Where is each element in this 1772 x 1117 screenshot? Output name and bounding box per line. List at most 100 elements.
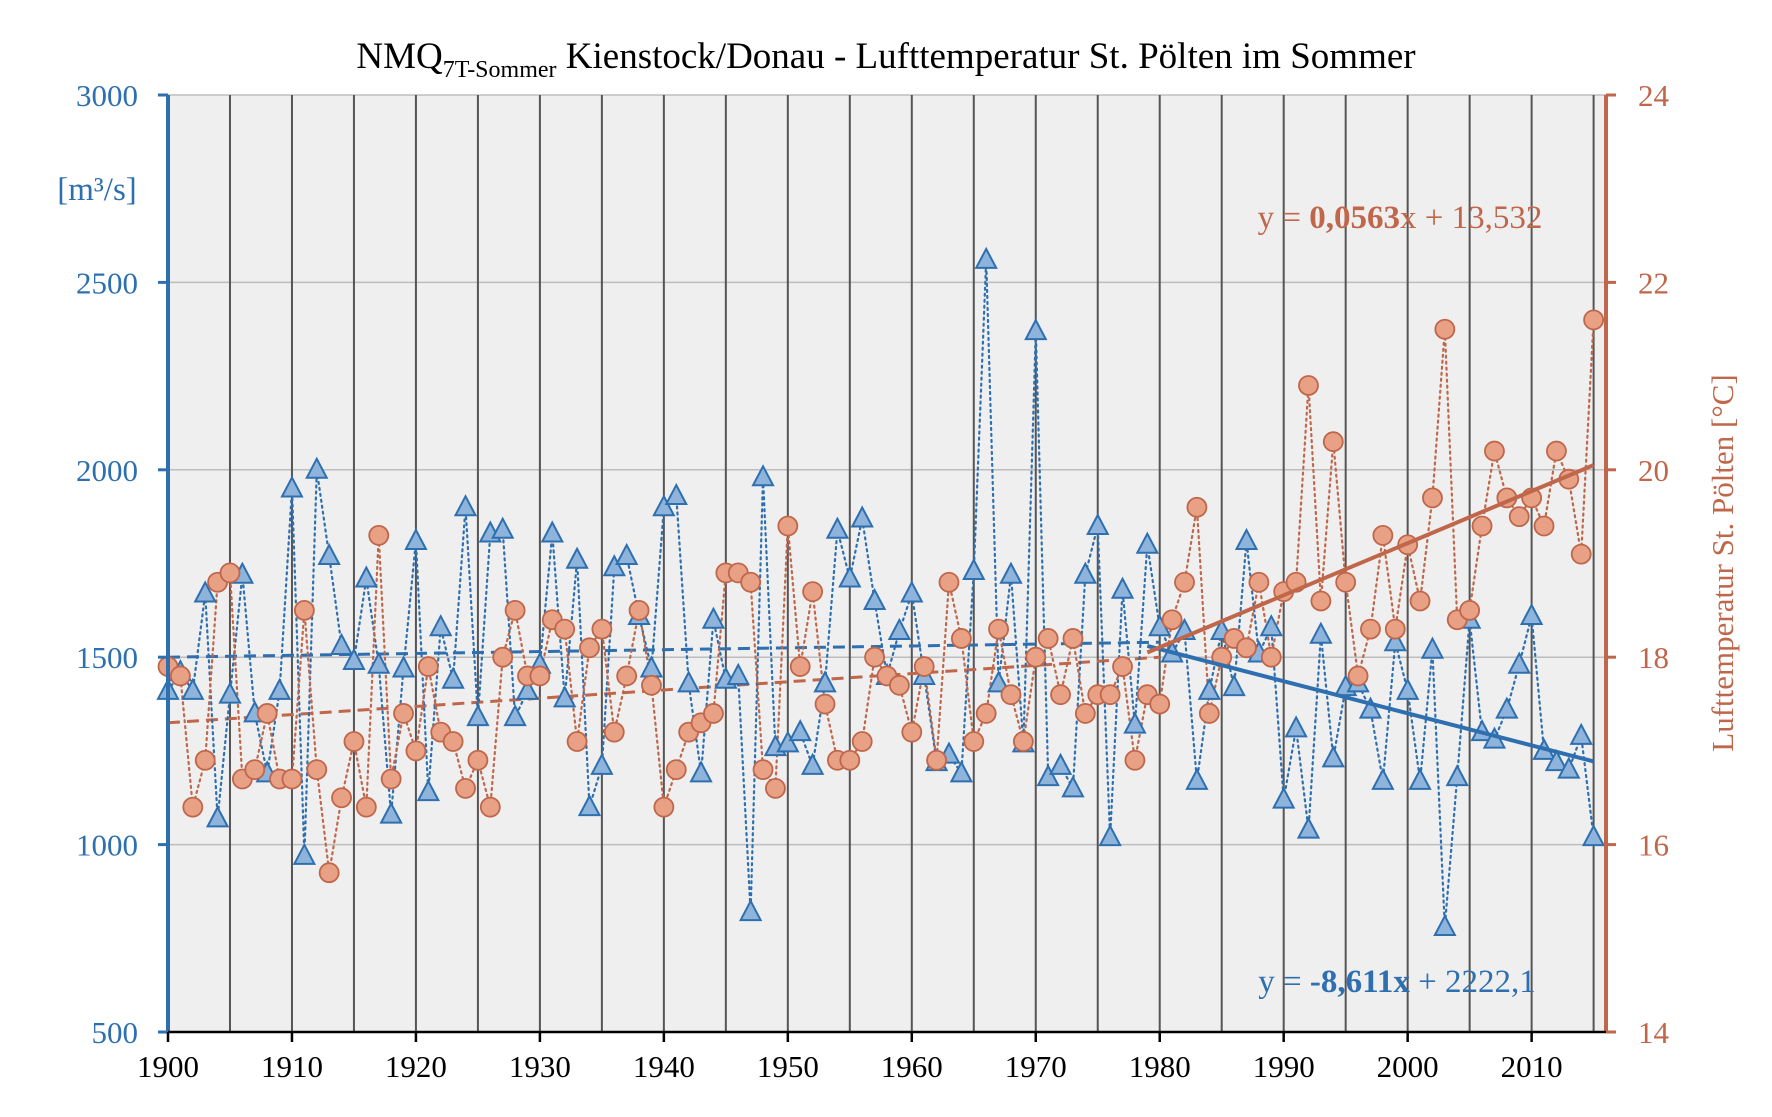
- flow-point: [751, 464, 775, 487]
- left-tick-label: 1000: [76, 828, 138, 863]
- chart-title-subscript: 7T-Sommer: [443, 57, 557, 83]
- flow-point: [391, 655, 416, 678]
- flow-point: [664, 482, 688, 506]
- temperature-point: [591, 618, 613, 640]
- flow-point: [218, 681, 242, 704]
- flow-point: [1495, 696, 1519, 719]
- flow-point: [1544, 748, 1569, 772]
- temperature-point: [1161, 609, 1183, 631]
- flow-point: [1123, 711, 1147, 734]
- trendline-right-solid: [1146, 463, 1595, 655]
- temperature-point: [219, 562, 241, 584]
- temperature-point: [1000, 684, 1022, 706]
- temperature-point: [169, 665, 191, 687]
- series-markers: [156, 246, 1606, 937]
- flow-point: [738, 898, 763, 922]
- flow-point: [429, 614, 453, 637]
- trendline-left-solid: [1146, 644, 1595, 764]
- flow-point: [1086, 512, 1110, 536]
- flow-point: [800, 752, 825, 775]
- flow-point: [416, 778, 440, 802]
- temperature-point: [1062, 628, 1084, 649]
- temperature-point: [653, 796, 675, 818]
- temperature-point: [1322, 431, 1344, 453]
- flow-point: [1519, 602, 1544, 625]
- flow-point: [453, 494, 478, 517]
- temperature-point: [641, 674, 662, 696]
- temperature-point: [901, 721, 923, 743]
- flow-point: [441, 666, 465, 689]
- temperature-eq-coefficient: 0,0563: [1309, 200, 1400, 236]
- flow-point: [1309, 621, 1333, 644]
- flow-point: [1395, 677, 1420, 700]
- flow-point: [1222, 674, 1246, 697]
- temperature-point: [1471, 515, 1493, 537]
- right-axis-label: Lufttemperatur St. Pölten [°C]: [1705, 374, 1740, 751]
- temperature-point: [1260, 646, 1282, 668]
- right-axis-ticks: 14 16 18 20 22 24: [1606, 78, 1670, 1050]
- temperature-point: [616, 665, 638, 687]
- temperature-point: [1174, 571, 1195, 593]
- temperature-point: [851, 731, 873, 752]
- temperature-point: [665, 759, 687, 781]
- flow-point: [181, 677, 205, 700]
- flow-point: [466, 704, 490, 727]
- flow-point: [1259, 614, 1283, 637]
- flow-point: [1445, 763, 1469, 787]
- temperature-point: [802, 581, 824, 603]
- flow-point: [1358, 696, 1383, 719]
- temperature-point: [752, 759, 774, 781]
- temperature-point: [256, 703, 278, 724]
- right-tick-label: 22: [1638, 265, 1669, 300]
- temperature-trend-equation: y = 0,0563x + 13,532: [1258, 200, 1543, 236]
- temperature-point: [1347, 665, 1369, 687]
- temperature-point: [1459, 599, 1481, 621]
- flow-point: [813, 670, 837, 693]
- flow-point: [1581, 823, 1606, 847]
- temperature-point: [1508, 506, 1530, 528]
- x-tick-label: 2010: [1501, 1049, 1563, 1084]
- temperature-point: [479, 796, 501, 818]
- flow-point: [1408, 767, 1432, 790]
- flow-point: [1296, 816, 1321, 839]
- x-tick-label: 1930: [509, 1049, 571, 1084]
- temperature-point: [963, 731, 985, 752]
- flow-point: [949, 760, 974, 783]
- temperature-point: [1434, 318, 1456, 340]
- flow-point: [999, 561, 1023, 584]
- temperature-point: [1422, 487, 1443, 509]
- flow-point: [1197, 677, 1221, 700]
- left-axis-label: [m³/s]: [57, 172, 137, 208]
- flow-point: [676, 670, 701, 693]
- temperature-point: [839, 749, 861, 771]
- temperature-point: [405, 740, 427, 762]
- flow-point: [850, 505, 874, 528]
- temperature-point: [926, 749, 947, 771]
- flow-point: [317, 542, 341, 566]
- x-tick-label: 1920: [385, 1049, 447, 1084]
- x-tick-label: 1900: [137, 1049, 199, 1084]
- flow-point: [887, 617, 912, 640]
- temperature-point: [1236, 637, 1257, 659]
- flow-point: [515, 677, 540, 700]
- flow-point: [1098, 823, 1122, 847]
- temperature-point: [331, 787, 352, 809]
- x-tick-label: 1950: [757, 1049, 819, 1084]
- left-tick-label: 2000: [76, 453, 138, 488]
- flow-point: [305, 456, 329, 479]
- x-tick-label: 1910: [261, 1049, 323, 1084]
- x-tick-label: 1960: [881, 1049, 943, 1084]
- right-tick-label: 14: [1638, 1015, 1670, 1050]
- temperature-point: [492, 646, 514, 668]
- left-tick-label: 1500: [76, 640, 138, 675]
- flow-point: [354, 565, 379, 588]
- temperature-point: [628, 599, 650, 621]
- flow-point: [602, 554, 626, 577]
- temperature-point: [1248, 571, 1270, 593]
- flow-point: [404, 527, 428, 551]
- trendline-left-dashed: [167, 640, 1160, 659]
- flow-point: [615, 542, 639, 566]
- temperature-point: [306, 759, 328, 781]
- temperature-point: [740, 571, 762, 593]
